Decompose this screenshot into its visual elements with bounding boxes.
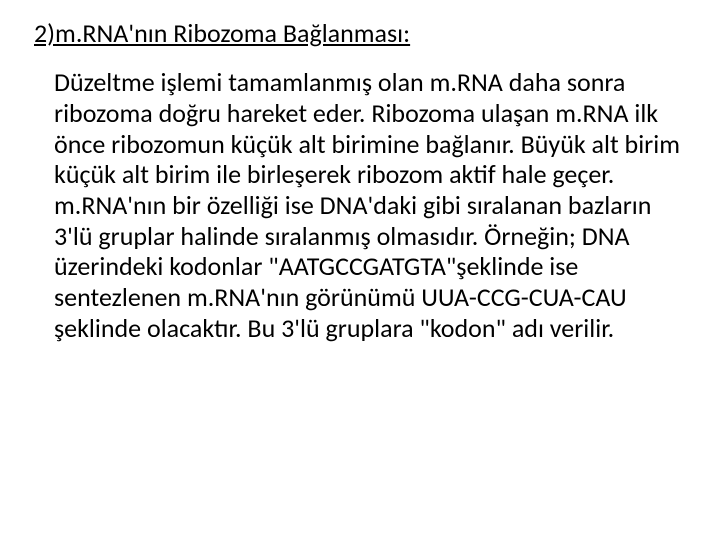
paragraph-1: Düzeltme işlemi tamamlanmış olan m.RNA d… (54, 67, 680, 190)
slide-title: 2)m.RNA'nın Ribozoma Bağlanması: (34, 18, 690, 49)
paragraph-2: m.RNA'nın bir özelliği ise DNA'daki gibi… (54, 190, 680, 343)
slide-body: Düzeltme işlemi tamamlanmış olan m.RNA d… (30, 67, 690, 343)
slide-container: 2)m.RNA'nın Ribozoma Bağlanması: Düzeltm… (0, 0, 720, 540)
